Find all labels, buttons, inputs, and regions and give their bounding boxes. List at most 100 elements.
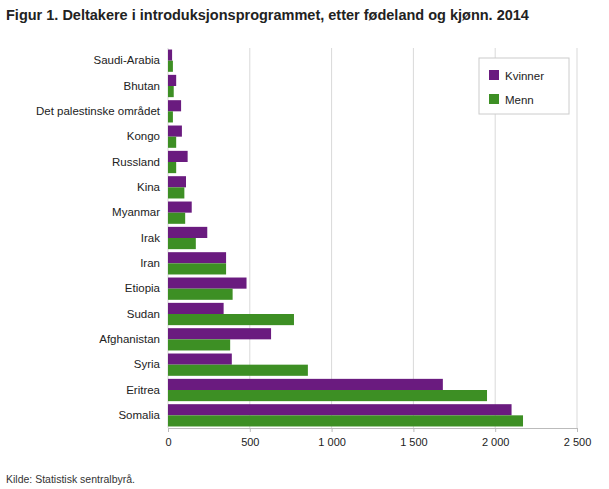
- grid: [168, 48, 577, 428]
- bar: [168, 50, 172, 61]
- bar: [168, 61, 173, 72]
- tick-label: 0: [165, 436, 171, 448]
- bars: [168, 50, 523, 427]
- tick-label: Etiopia: [125, 282, 161, 294]
- tick: Saudi-Arabia: [94, 54, 161, 66]
- tick: Syria: [134, 358, 161, 370]
- tick-label: Eritrea: [126, 384, 160, 396]
- tick: 500: [241, 428, 259, 448]
- tick-mark: [413, 428, 414, 432]
- bar: [168, 263, 226, 274]
- bar: [168, 278, 247, 289]
- tick-label: 2 500: [564, 436, 592, 448]
- tick: Kongo: [127, 130, 160, 142]
- series: [168, 50, 512, 416]
- tick-label: Sudan: [127, 308, 160, 320]
- bar: [168, 314, 294, 325]
- bar: [168, 379, 443, 390]
- tick-label: Kongo: [127, 130, 160, 142]
- tick-label: Det palestinske området: [36, 105, 161, 117]
- tick: Iran: [140, 257, 160, 269]
- tick: 2 500: [564, 428, 592, 448]
- legend-swatch: [489, 94, 499, 104]
- bar: [168, 162, 176, 173]
- bar: [168, 126, 182, 137]
- tick-label: Afghanistan: [99, 333, 160, 345]
- y-axis: Saudi-Arabia Bhutan Det palestinske område…: [36, 54, 161, 421]
- tick-label: Kina: [137, 181, 161, 193]
- bar: [168, 227, 207, 238]
- legend: Kvinner Menn: [479, 58, 569, 114]
- source: Kilde: Statistisk sentralbyrå.: [6, 473, 135, 485]
- tick: Afghanistan: [99, 333, 160, 345]
- tick-mark: [495, 428, 496, 432]
- tick: Etiopia: [125, 282, 161, 294]
- tick-label: Myanmar: [112, 206, 160, 218]
- grid-line: [413, 48, 414, 428]
- tick: Eritrea: [126, 384, 160, 396]
- tick-label: 1 500: [400, 436, 428, 448]
- tick-label: Syria: [134, 358, 161, 370]
- tick-label: Somalia: [118, 409, 160, 421]
- tick: Russland: [112, 156, 160, 168]
- tick-label: Iran: [140, 257, 160, 269]
- bar: [168, 354, 232, 365]
- bar: [168, 328, 271, 339]
- bar: [168, 100, 181, 111]
- tick-mark: [577, 428, 578, 432]
- tick-mark: [332, 428, 333, 432]
- bar: [168, 176, 186, 187]
- bar: [168, 151, 188, 162]
- axis-line: [169, 429, 578, 433]
- tick-label: 1 000: [318, 436, 346, 448]
- bar: [168, 202, 192, 213]
- grid-line: [331, 48, 332, 428]
- tick: 0: [165, 428, 171, 448]
- bar: [168, 75, 176, 86]
- bar: [168, 390, 487, 401]
- tick-label: Irak: [141, 232, 160, 244]
- tick: Bhutan: [124, 80, 160, 92]
- bar: [168, 238, 196, 249]
- tick: Kina: [137, 181, 161, 193]
- tick-mark: [168, 428, 169, 432]
- grid-line: [577, 48, 578, 428]
- tick-label: 500: [241, 436, 259, 448]
- tick-label: Saudi-Arabia: [94, 54, 161, 66]
- chart: Figur 1. Deltakere i introduksjonsprogra…: [0, 0, 609, 489]
- legend-item: Kvinner: [489, 70, 544, 82]
- bar: [168, 415, 523, 426]
- tick-label: 2 000: [482, 436, 510, 448]
- legend-item: Menn: [489, 94, 534, 106]
- legend-label: Kvinner: [505, 70, 544, 82]
- tick-label: Bhutan: [124, 80, 160, 92]
- tick: Somalia: [118, 409, 160, 421]
- tick: Det palestinske området: [36, 105, 161, 117]
- legend-swatch: [489, 70, 499, 80]
- tick: 1 500: [400, 428, 428, 448]
- bar: [168, 404, 512, 415]
- bar: [168, 339, 230, 350]
- title: Figur 1. Deltakere i introduksjonsprogra…: [6, 7, 529, 23]
- bar: [168, 213, 185, 224]
- tick: Myanmar: [112, 206, 160, 218]
- tick: 1 000: [318, 428, 346, 448]
- legend-box: [479, 58, 569, 114]
- tick-mark: [250, 428, 251, 432]
- bar: [168, 111, 173, 122]
- tick-label: Russland: [112, 156, 160, 168]
- bar: [168, 365, 308, 376]
- bar: [168, 289, 233, 300]
- bar: [168, 303, 224, 314]
- tick: 2 000: [482, 428, 510, 448]
- bar: [168, 137, 176, 148]
- series: [168, 61, 523, 427]
- bar: [168, 187, 184, 198]
- bar: [168, 86, 174, 97]
- tick: Sudan: [127, 308, 160, 320]
- plot: 0 500 1 000 1 500 2 000 2 500 Saudi-Arabia Bhut…: [36, 48, 591, 448]
- legend-label: Menn: [505, 94, 534, 106]
- tick: Irak: [141, 232, 160, 244]
- x-axis: 0 500 1 000 1 500 2 000 2 500: [165, 428, 591, 448]
- bar: [168, 252, 226, 263]
